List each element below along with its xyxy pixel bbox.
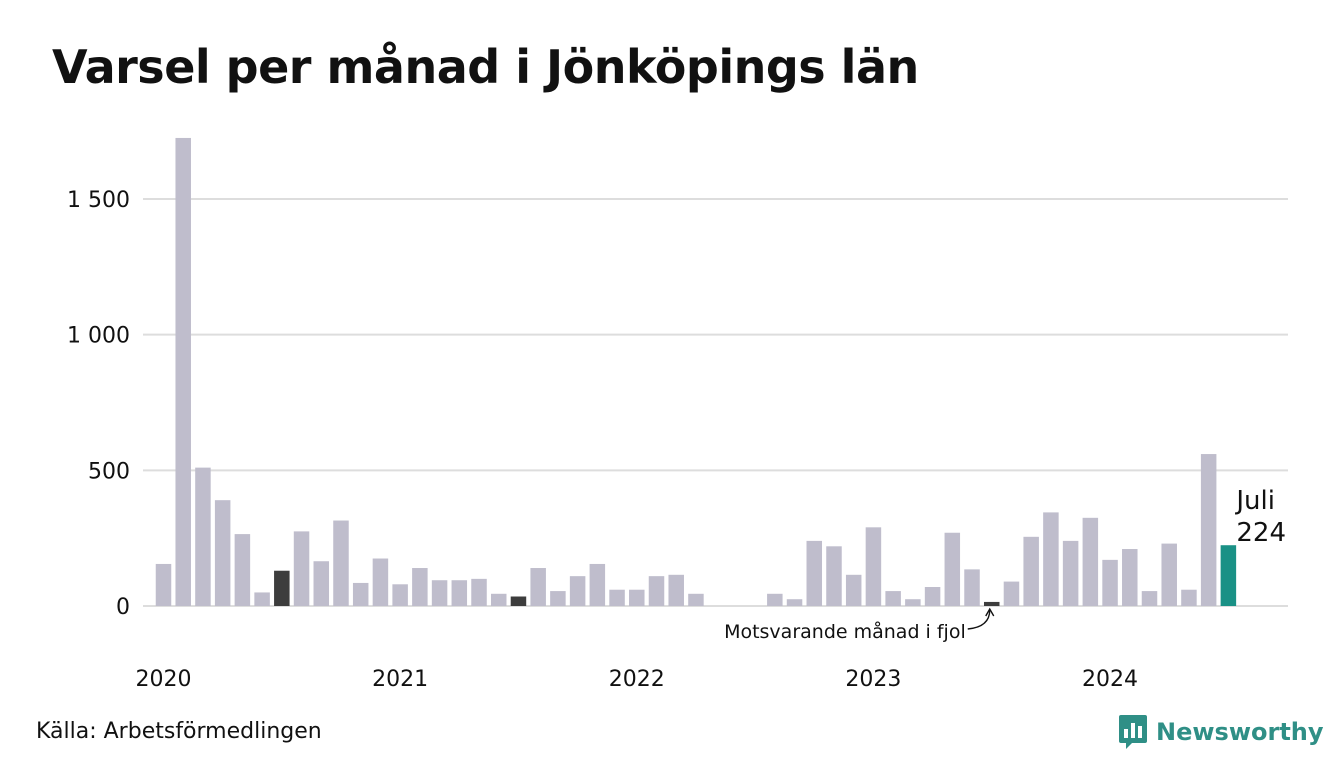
y-tick-label: 1 000 <box>67 324 130 349</box>
current-value-label: 224 <box>1236 518 1286 548</box>
bar-2023-09 <box>1023 536 1039 606</box>
bar-2023-12 <box>1082 517 1099 606</box>
bar-2023-01 <box>865 527 882 606</box>
bar-2023-04 <box>924 587 941 606</box>
x-tick-label: 2022 <box>609 667 665 692</box>
bar-2021-12 <box>609 589 625 606</box>
bar-2020-09 <box>313 561 330 606</box>
source-label: Källa: Arbetsförmedlingen <box>36 719 322 744</box>
bar-2023-07 <box>983 601 1000 606</box>
bar-2022-10 <box>806 540 823 606</box>
bar-2022-04 <box>688 593 704 606</box>
newsworthy-logo[interactable]: Newsworthy <box>1118 714 1324 750</box>
bar-chart: 0 500 1 000 1 500 2020 2021 2022 2023 2024 Mots… <box>67 137 1288 692</box>
bar-2023-11 <box>1062 540 1079 606</box>
bar-2024-04 <box>1161 543 1177 606</box>
bar-2021-01 <box>392 584 408 606</box>
bar-2021-07 <box>510 596 527 606</box>
y-tick-label: 1 500 <box>67 188 130 213</box>
bar-2023-03 <box>905 599 921 606</box>
y-tick-label: 500 <box>88 459 130 484</box>
bar-2023-02 <box>885 591 901 606</box>
bar-2022-11 <box>826 546 842 606</box>
bar-2020-08 <box>293 531 310 606</box>
bar-2024-06 <box>1200 454 1217 606</box>
bar-2022-03 <box>668 574 684 606</box>
bar-2023-05 <box>944 532 961 606</box>
bar-2020-06 <box>254 592 270 606</box>
bar-2024-02 <box>1122 549 1138 606</box>
bar-2020-03 <box>195 467 211 606</box>
bar-2021-03 <box>431 580 448 606</box>
bar-2022-02 <box>648 576 665 606</box>
page-title: Varsel per månad i Jönköpings län <box>52 40 919 94</box>
bar-2021-05 <box>471 578 487 606</box>
x-tick-label: 2021 <box>372 667 428 692</box>
bar-2020-10 <box>333 520 349 606</box>
chart-bubble-icon <box>1119 715 1147 749</box>
bar-2022-08 <box>767 593 783 606</box>
bar-2021-02 <box>412 568 428 606</box>
x-axis-labels: 2020 2021 2022 2023 2024 <box>136 667 1139 692</box>
bar-2022-09 <box>786 599 803 606</box>
bar-2021-09 <box>550 591 566 606</box>
bar-2021-08 <box>530 568 546 606</box>
bar-2020-02 <box>175 137 191 606</box>
bar-2021-06 <box>490 593 507 606</box>
bar-2024-05 <box>1181 589 1197 606</box>
annotation-arrowhead <box>985 607 995 617</box>
bar-2023-08 <box>1003 581 1020 606</box>
bar-2021-10 <box>569 576 586 606</box>
bar-2023-10 <box>1043 512 1059 606</box>
bar-2020-07 <box>274 570 290 606</box>
bar-2024-03 <box>1141 591 1158 606</box>
bar-2020-01 <box>155 563 172 606</box>
bar-2023-06 <box>964 569 980 606</box>
y-tick-label: 0 <box>116 595 130 620</box>
x-tick-label: 2023 <box>845 667 901 692</box>
bar-2020-12 <box>372 558 389 606</box>
brand-name: Newsworthy <box>1156 718 1324 746</box>
bar-2022-01 <box>629 589 645 606</box>
bar-2024-01 <box>1102 559 1118 606</box>
gridlines <box>143 198 1288 607</box>
bar-2021-11 <box>589 563 606 606</box>
bar-2021-04 <box>451 580 468 606</box>
current-month-label: Juli <box>1234 486 1275 516</box>
bar-2020-11 <box>352 582 369 606</box>
x-tick-label: 2024 <box>1082 667 1138 692</box>
bar-2020-04 <box>214 500 231 606</box>
x-tick-label: 2020 <box>136 667 192 692</box>
y-axis-labels: 0 500 1 000 1 500 <box>67 188 130 620</box>
previous-year-annotation: Motsvarande månad i fjol <box>724 620 966 643</box>
bar-2022-12 <box>845 574 862 606</box>
bar-2024-07 <box>1220 545 1237 606</box>
bar-2020-05 <box>234 534 251 606</box>
bars <box>155 137 1237 606</box>
annotation-arrow <box>967 609 991 630</box>
